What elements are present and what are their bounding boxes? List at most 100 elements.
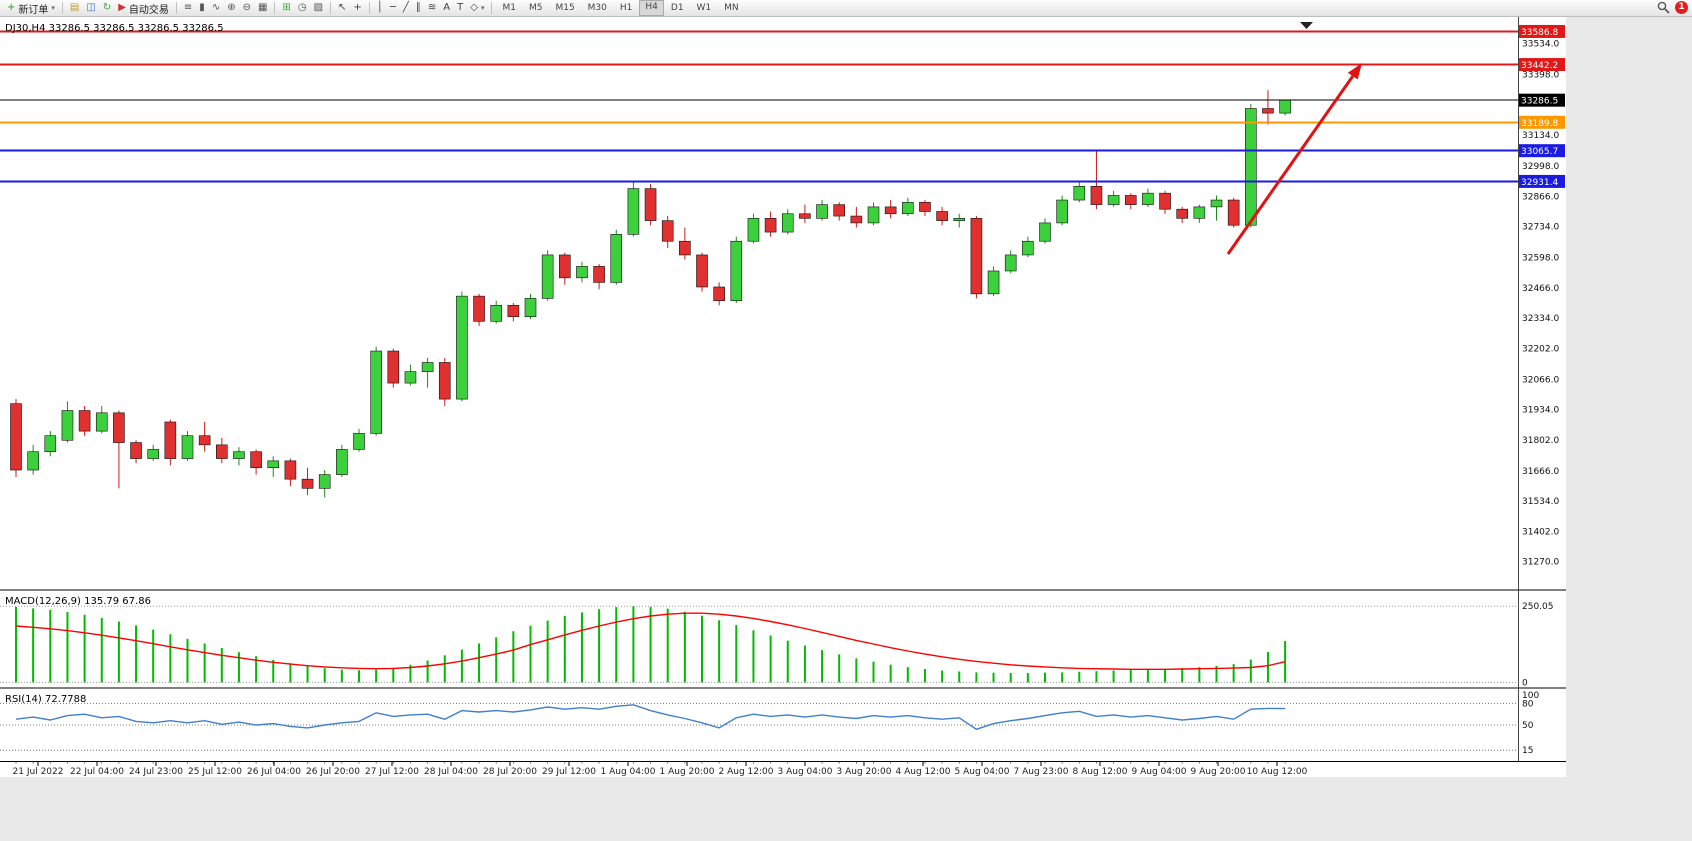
trendline-button[interactable]: ╱: [400, 1, 412, 15]
horizontal-line-icon: ─: [389, 2, 396, 13]
zoom-out-icon: ⊖: [242, 2, 251, 13]
trend-arrow-annotation[interactable]: [1226, 63, 1362, 255]
indicators-button[interactable]: ⊞: [279, 1, 293, 15]
toolbar-right: 1: [1657, 1, 1688, 14]
horizontal-line-button[interactable]: ─: [387, 1, 399, 15]
svg-text:33286.5: 33286.5: [1521, 97, 1558, 107]
line-chart-type-icon: ∿: [211, 2, 221, 13]
toolbar-separator: [274, 2, 276, 14]
price-chart[interactable]: 33586.8 33442.2 33286.5 33189.8 33065.7 32931…: [0, 17, 1566, 777]
timeframe-h1-button[interactable]: H1: [619, 3, 633, 13]
zoom-in-button[interactable]: ⊕: [224, 1, 238, 15]
svg-text:31666.0: 31666.0: [1522, 467, 1559, 477]
period-button[interactable]: ◷: [295, 1, 310, 15]
refresh-button[interactable]: ↻: [100, 1, 114, 15]
svg-text:31402.0: 31402.0: [1522, 527, 1559, 537]
notification-badge[interactable]: 1: [1675, 1, 1688, 14]
toolbar-separator: [491, 2, 493, 14]
equidistant-channel-button[interactable]: ∥: [413, 1, 424, 15]
zoom-in-icon: ⊕: [227, 2, 236, 13]
toolbar-items: + 新订单 ▾ ▤ ◫ ↻ ▶ 自动交易 ≡ ▮ ∿ ⊕ ⊖ ▦ ⊞ ◷ ▨ ↖ + │ ─ ╱ ∥ ≋ A T ◇ ▾ M1 M5 M15…: [4, 0, 745, 16]
svg-text:21 Jul 2022: 21 Jul 2022: [13, 767, 64, 777]
price-badge-33189.8: [1519, 115, 1565, 129]
zoom-out-button[interactable]: ⊖: [240, 1, 254, 15]
vertical-line-button[interactable]: │: [374, 1, 386, 15]
market-watch-button[interactable]: ◫: [83, 1, 98, 15]
cursor-icon: ↖: [338, 2, 347, 13]
candlestick-type-icon: ▮: [199, 2, 205, 13]
svg-text:32866.0: 32866.0: [1522, 192, 1559, 202]
template-icon: ▨: [313, 2, 324, 13]
indicators-icon: ⊞: [282, 2, 291, 13]
price-badge-33286.5: [1519, 93, 1565, 107]
svg-text:31934.0: 31934.0: [1522, 406, 1559, 416]
chart-window-button[interactable]: ▤: [67, 1, 82, 15]
timeframe-d1-button[interactable]: D1: [670, 3, 684, 13]
fibonacci-icon: ≋: [427, 2, 437, 13]
toolbar-separator: [368, 2, 370, 14]
svg-text:31802.0: 31802.0: [1522, 436, 1559, 446]
svg-text:100: 100: [1522, 691, 1539, 701]
shapes-caret-icon: ▾: [480, 4, 485, 12]
auto-trading-icon: ▶: [118, 2, 126, 13]
candlestick-type-button[interactable]: ▮: [196, 1, 208, 15]
tile-windows-button[interactable]: ▦: [255, 1, 270, 15]
svg-text:26 Jul 04:00: 26 Jul 04:00: [247, 767, 301, 777]
fibonacci-button[interactable]: ≋: [425, 1, 439, 15]
svg-text:27 Jul 12:00: 27 Jul 12:00: [365, 767, 419, 777]
svg-text:32931.4: 32931.4: [1521, 178, 1558, 188]
bar-chart-type-button[interactable]: ≡: [181, 1, 195, 15]
crosshair-button[interactable]: +: [350, 1, 364, 15]
market-watch-icon: ◫: [86, 2, 96, 13]
svg-text:8 Aug 12:00: 8 Aug 12:00: [1073, 767, 1128, 777]
pane-separators: [0, 17, 1566, 762]
shapes-icon: ◇: [470, 2, 478, 13]
svg-text:9 Aug 20:00: 9 Aug 20:00: [1191, 767, 1246, 777]
template-button[interactable]: ▨: [311, 1, 326, 15]
svg-text:1 Aug 20:00: 1 Aug 20:00: [660, 767, 715, 777]
equidistant-channel-icon: ∥: [415, 2, 421, 13]
svg-text:29 Jul 12:00: 29 Jul 12:00: [542, 767, 596, 777]
svg-text:5 Aug 04:00: 5 Aug 04:00: [955, 767, 1010, 777]
svg-text:9 Aug 04:00: 9 Aug 04:00: [1132, 767, 1187, 777]
svg-text:32598.0: 32598.0: [1522, 254, 1559, 264]
toolbar-separator: [330, 2, 332, 14]
timeframe-mn-button[interactable]: MN: [724, 3, 739, 13]
text-button[interactable]: A: [440, 1, 453, 15]
search-icon[interactable]: [1657, 1, 1670, 14]
svg-text:33398.0: 33398.0: [1522, 71, 1559, 81]
svg-text:7 Aug 23:00: 7 Aug 23:00: [1014, 767, 1069, 777]
auto-trading-button[interactable]: ▶ 自动交易: [115, 1, 172, 16]
price-axis: 33534.0 33398.0 33134.0 32998.0 32866.0 32734…: [1522, 40, 1559, 568]
timeframe-h4-button[interactable]: H4: [639, 0, 664, 16]
trendline-icon: ╱: [402, 2, 409, 13]
scroll-to-end-marker[interactable]: [1300, 22, 1313, 29]
timeframe-m1-button[interactable]: M1: [502, 3, 516, 13]
horizontal-lines: 33586.8 33442.2 33286.5 33189.8 33065.7 32931…: [0, 24, 1565, 188]
toolbar-separator: [61, 2, 63, 14]
svg-text:32466.0: 32466.0: [1522, 284, 1559, 294]
svg-text:1 Aug 04:00: 1 Aug 04:00: [601, 767, 656, 777]
tile-windows-icon: ▦: [257, 2, 268, 13]
text-label-button[interactable]: T: [454, 1, 466, 15]
text-icon: A: [443, 2, 451, 13]
svg-text:25 Jul 12:00: 25 Jul 12:00: [188, 767, 242, 777]
timeframe-m30-button[interactable]: M30: [587, 3, 607, 13]
svg-text:10 Aug 12:00: 10 Aug 12:00: [1247, 767, 1308, 777]
timeframe-m15-button[interactable]: M15: [555, 3, 575, 13]
svg-text:31270.0: 31270.0: [1522, 558, 1559, 568]
cursor-button[interactable]: ↖: [335, 1, 349, 15]
svg-text:33065.7: 33065.7: [1521, 147, 1558, 157]
svg-text:3 Aug 04:00: 3 Aug 04:00: [778, 767, 833, 777]
time-axis: 21 Jul 2022 22 Jul 04:00 24 Jul 23:00 25 Ju…: [0, 761, 1566, 777]
svg-text:80: 80: [1522, 699, 1534, 709]
price-badge-33442.2: [1519, 58, 1565, 72]
timeframe-m5-button[interactable]: M5: [528, 3, 543, 13]
timeframe-w1-button[interactable]: W1: [696, 3, 712, 13]
new-order-button[interactable]: + 新订单 ▾: [4, 1, 58, 16]
line-chart-type-button[interactable]: ∿: [209, 1, 223, 15]
svg-text:31534.0: 31534.0: [1522, 497, 1559, 507]
shapes-button[interactable]: ◇ ▾: [467, 1, 487, 15]
